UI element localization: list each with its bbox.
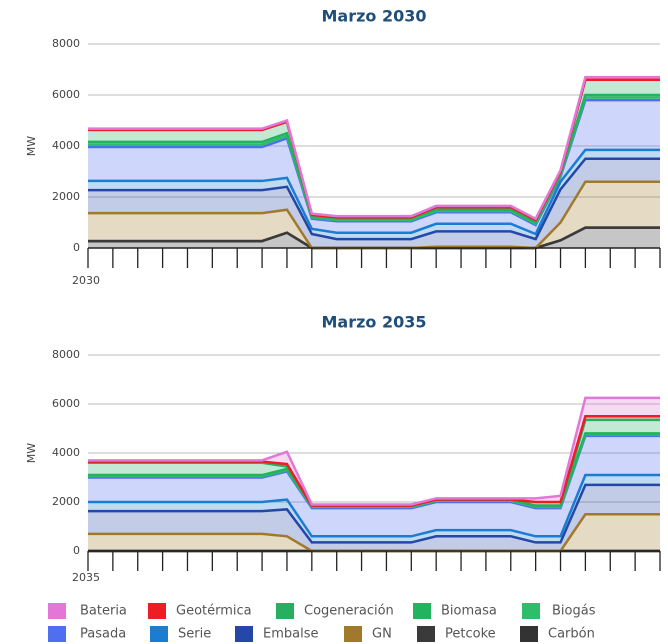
legend-label: GN <box>372 627 392 642</box>
y-tick-label: 6000 <box>52 88 80 101</box>
y-tick-label: 0 <box>73 241 80 254</box>
legend-label: Biomasa <box>441 604 497 619</box>
y-tick-label: 2000 <box>52 190 80 203</box>
y-tick-label: 6000 <box>52 397 80 410</box>
legend-label: Biogás <box>552 604 596 619</box>
legend-label: Cogeneración <box>304 604 394 619</box>
area <box>88 227 660 248</box>
x-tick-label: 2030 <box>72 274 100 287</box>
area-line <box>88 396 660 506</box>
area <box>88 181 660 248</box>
y-axis-label: MW <box>25 136 38 156</box>
x-tick-label: 2035 <box>72 571 100 584</box>
legend-swatch <box>48 603 66 619</box>
area-line <box>88 148 660 236</box>
chart-title: Marzo 2030 <box>321 7 426 26</box>
legend-label: Bateria <box>80 604 127 619</box>
y-tick-label: 4000 <box>52 446 80 459</box>
area <box>88 514 660 551</box>
area <box>88 100 660 234</box>
y-tick-label: 4000 <box>52 139 80 152</box>
legend-swatch <box>413 603 431 619</box>
area <box>88 484 660 551</box>
area <box>88 475 660 543</box>
legend-label: Petcoke <box>445 627 496 642</box>
legend-swatch <box>276 603 294 619</box>
y-tick-label: 8000 <box>52 37 80 50</box>
area <box>88 397 660 506</box>
legend-swatch <box>417 626 435 642</box>
legend-label: Embalse <box>263 627 318 642</box>
area <box>88 435 660 537</box>
area-line <box>88 75 660 221</box>
legend-swatch <box>235 626 253 642</box>
y-tick-label: 8000 <box>52 348 80 361</box>
area-line <box>88 473 660 538</box>
y-tick-label: 2000 <box>52 495 80 508</box>
legend-label: Geotérmica <box>176 604 252 619</box>
legend-label: Carbón <box>548 627 595 642</box>
legend-label: Serie <box>178 627 211 642</box>
legend-swatch <box>148 603 166 619</box>
area <box>88 158 660 248</box>
area-line <box>88 157 660 241</box>
y-tick-label: 0 <box>73 544 80 557</box>
legend-label: Pasada <box>80 627 126 642</box>
chart-title: Marzo 2035 <box>321 313 426 332</box>
legend-swatch <box>520 626 538 642</box>
legend-swatch <box>48 626 66 642</box>
area-line <box>88 483 660 544</box>
legend-swatch <box>344 626 362 642</box>
legend-swatch <box>150 626 168 642</box>
legend-swatch <box>522 603 540 619</box>
y-axis-label: MW <box>25 443 38 463</box>
